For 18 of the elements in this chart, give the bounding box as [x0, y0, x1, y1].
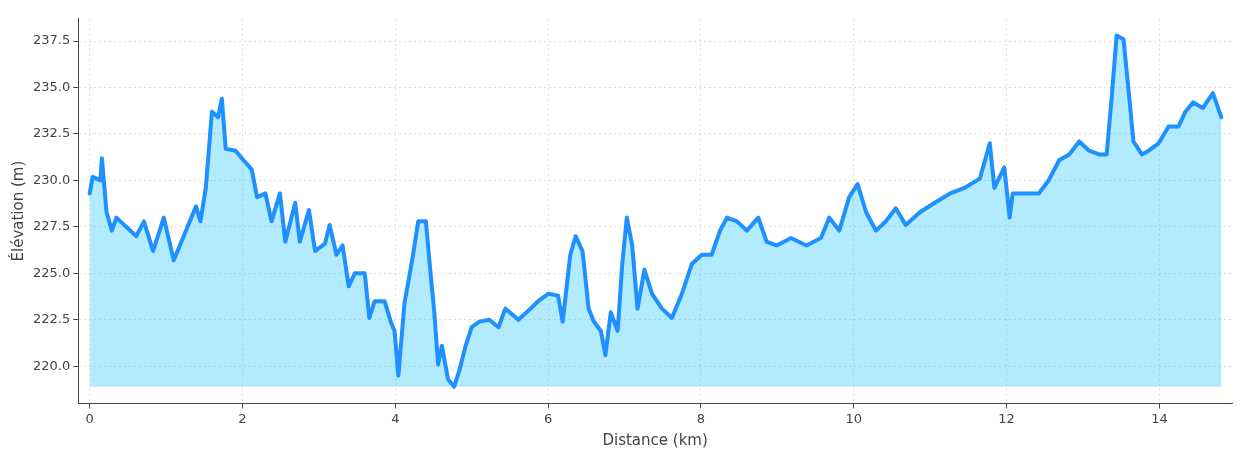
y-tick-label: 237.5 — [33, 32, 71, 48]
y-tick-label: 225.0 — [33, 264, 71, 280]
y-tick-label: 222.5 — [33, 311, 71, 327]
x-tick-label: 8 — [696, 410, 706, 426]
x-tick-label: 2 — [238, 410, 247, 426]
x-axis-title: Distance (km) — [602, 430, 708, 449]
y-tick-label: 232.5 — [33, 125, 71, 141]
x-tick-label: 14 — [1151, 410, 1168, 426]
x-tick-label: 6 — [543, 410, 553, 426]
x-tick-label: 0 — [85, 410, 94, 426]
y-axis-title: Élévation (m) — [7, 160, 27, 262]
x-tick-label: 12 — [998, 410, 1015, 426]
y-tick-label: 230.0 — [33, 171, 71, 187]
y-tick-label: 227.5 — [33, 218, 71, 234]
y-tick-label: 235.0 — [33, 78, 71, 94]
x-tick-label: 4 — [391, 410, 400, 426]
x-tick-label: 10 — [845, 410, 863, 426]
y-tick-label: 220.0 — [33, 357, 71, 373]
